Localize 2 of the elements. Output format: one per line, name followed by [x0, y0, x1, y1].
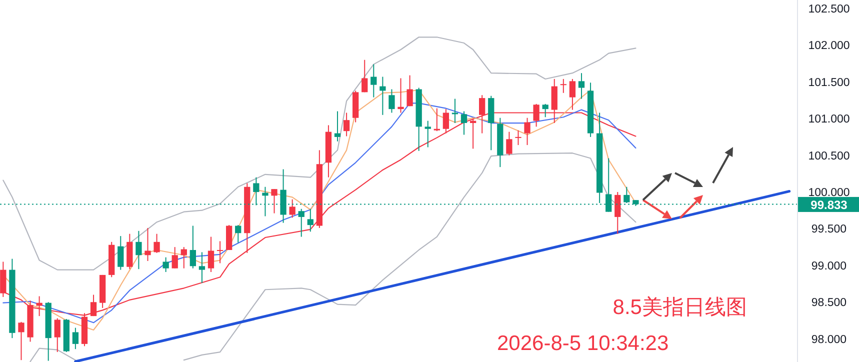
annotation: 8.5美指日线图 [612, 296, 747, 319]
annotation: 2026-8-5 10:34:23 [497, 332, 669, 355]
